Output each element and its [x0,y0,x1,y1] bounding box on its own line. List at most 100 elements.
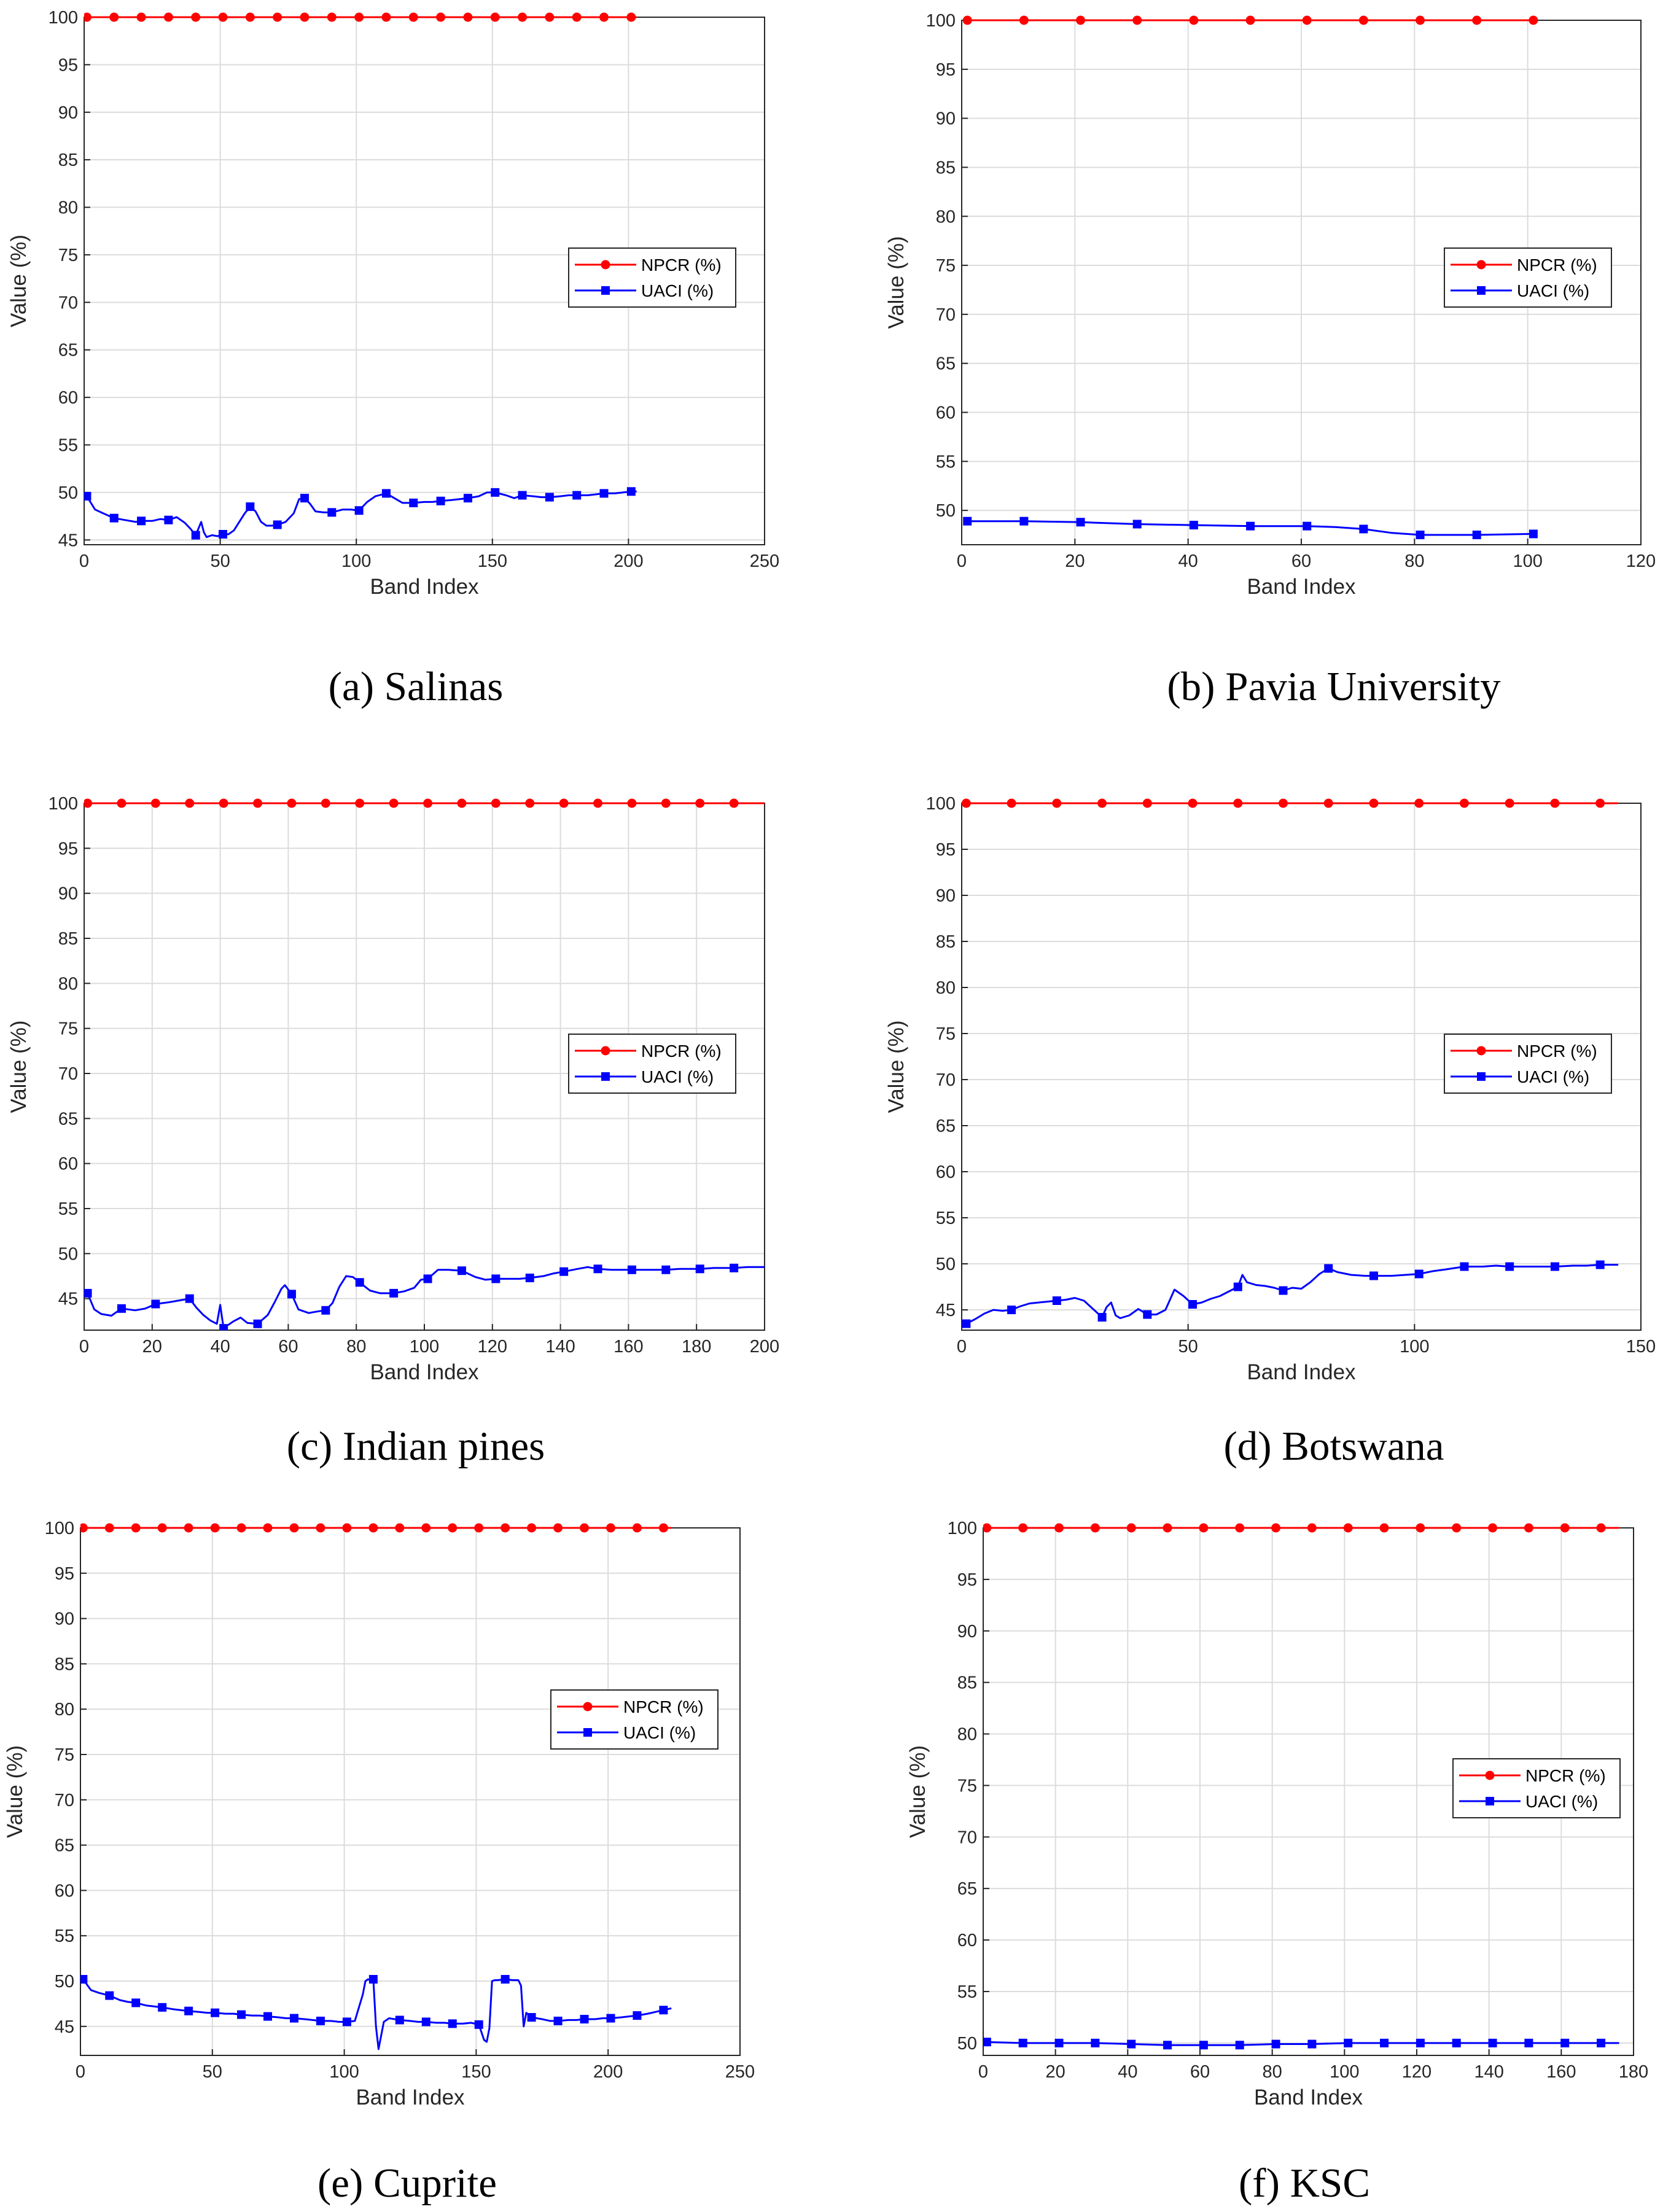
npcr-marker [491,798,501,808]
uaci-marker [1163,2041,1172,2050]
npcr-marker [157,1523,167,1533]
y-tick-label: 50 [55,1972,74,1992]
uaci-marker [1529,529,1538,539]
uaci-marker [580,2014,589,2023]
uaci-marker [1235,2041,1244,2050]
uaci-marker [527,2013,536,2022]
npcr-marker [559,798,569,808]
y-tick-label: 95 [58,839,78,859]
uaci-marker [559,1267,569,1276]
y-tick-label: 55 [58,435,78,455]
y-tick-label: 95 [58,55,78,75]
uaci-marker [1324,1264,1333,1273]
npcr-marker [553,1523,563,1533]
chart-d: 0 50 100 150 45 50 55 60 65 70 75 80 85 90 95 100 Band I… [884,794,1656,1469]
x-tick-label: 0 [79,1337,89,1357]
uaci-marker [289,2014,298,2023]
legend-npcr-label: NPCR (%) [641,1042,722,1061]
y-tick-label: 80 [58,198,78,218]
x-tick-label: 50 [210,551,230,571]
uaci-marker [219,1324,228,1330]
legend-box [1444,1034,1612,1094]
series-layer [962,15,1538,540]
uaci-marker [84,492,92,501]
legend-uaci-label: UACI (%) [641,1067,714,1086]
legend-npcr-marker [583,1702,593,1712]
y-tick-label: 95 [957,1570,977,1590]
uaci-marker [354,506,364,515]
x-tick-label: 60 [1190,2062,1210,2082]
uaci-marker [1091,2038,1100,2047]
npcr-marker [218,12,228,22]
uaci-marker [184,2006,193,2015]
npcr-marker [962,798,971,808]
npcr-marker [104,1523,114,1533]
y-tick-label: 65 [936,1116,956,1136]
npcr-marker [1488,1523,1498,1533]
npcr-marker [273,12,282,22]
uaci-marker [983,2038,991,2047]
legend-npcr-label: NPCR (%) [641,255,722,275]
uaci-marker [633,2011,642,2020]
uaci-marker [457,1266,466,1275]
y-tick-label: 60 [936,1162,956,1182]
uaci-marker [1550,1262,1559,1271]
npcr-marker [1379,1523,1389,1533]
x-tick-label: 160 [1546,2062,1576,2082]
y-tick-label: 70 [58,1064,78,1084]
x-tick-label: 20 [1065,551,1085,571]
uaci-marker [1597,2038,1606,2047]
npcr-marker [527,1523,537,1533]
legend-uaci-marker [583,1728,592,1737]
npcr-marker [395,1523,405,1533]
uaci-marker [84,1288,92,1298]
npcr-marker [287,798,297,808]
legend-uaci-marker [601,286,610,295]
uaci-marker [695,1264,704,1274]
uaci-marker [287,1290,296,1299]
uaci-marker [1143,1310,1152,1319]
npcr-marker [545,12,555,22]
uaci-marker [368,1975,378,1984]
y-axis-label: Value (%) [884,236,908,329]
x-tick-label: 120 [1402,2062,1431,2082]
uaci-marker [246,502,255,512]
legend-npcr-label: NPCR (%) [1517,255,1597,275]
x-tick-label: 0 [76,2062,85,2082]
uaci-marker [1054,2038,1064,2047]
npcr-marker [245,12,255,22]
chart-c: 0 20 40 60 80 100 120 140 160 180 200 45 50 55 60 65 70 7… [7,794,779,1469]
x-tick-label: 160 [613,1337,643,1357]
uaci-marker [1595,1260,1605,1269]
npcr-marker [421,1523,431,1533]
uaci-marker [1052,1296,1061,1305]
uaci-marker [518,491,527,500]
x-tick-label: 0 [79,551,89,571]
uaci-marker [553,2016,563,2025]
x-tick-label: 180 [682,1337,711,1357]
uaci-marker [1233,1282,1242,1291]
npcr-marker [1054,1523,1064,1533]
x-tick-label: 120 [478,1337,507,1357]
uaci-marker [1414,1269,1424,1279]
y-tick-label: 90 [55,1610,74,1629]
uaci-marker [219,529,228,539]
npcr-marker [1052,798,1062,808]
uaci-marker [1076,518,1085,527]
y-tick-label: 45 [58,531,78,550]
npcr-marker [593,798,603,808]
series-layer [84,12,637,540]
y-tick-label: 65 [957,1879,977,1899]
x-tick-label: 140 [1474,2062,1503,2082]
x-tick-label: 100 [1400,1337,1429,1357]
uaci-marker [158,2003,167,2012]
x-tick-label: 200 [593,2062,623,2082]
y-tick-label: 60 [58,388,78,408]
uaci-marker [463,494,472,503]
y-tick-label: 70 [936,305,956,325]
uaci-marker [80,1975,88,1984]
uaci-marker [448,2019,457,2028]
y-tick-label: 70 [957,1828,977,1847]
legend-box [1452,1758,1621,1818]
npcr-marker [606,1523,615,1533]
